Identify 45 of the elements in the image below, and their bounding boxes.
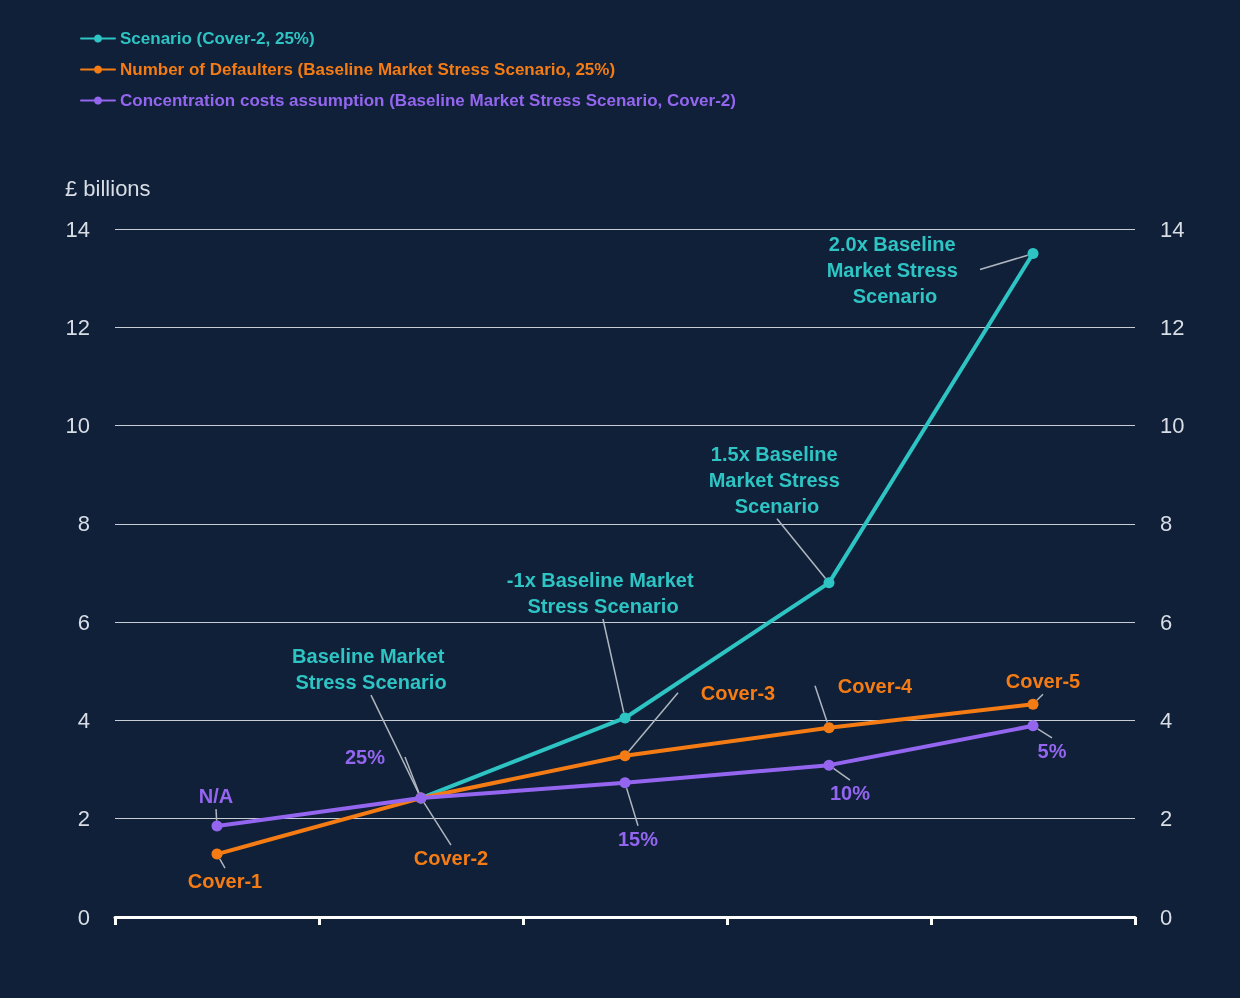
y-tick-label: 2 [77, 806, 90, 832]
data-label: Baseline Market Stress Scenario [292, 645, 450, 694]
y-tick-label: 6 [77, 609, 90, 635]
y2-tick-label: 6 [1160, 609, 1173, 635]
y-tick-label: 12 [65, 314, 90, 340]
y-axis-title: £ billions [65, 175, 151, 201]
y2-tick-label: 8 [1160, 511, 1173, 537]
annotation: 15% [617, 827, 659, 850]
point [619, 750, 631, 762]
point [1027, 248, 1039, 260]
data-label: -1x Baseline Market Stress Scenario [506, 568, 700, 617]
legend-label: Scenario (Cover-2, 25%) [120, 29, 315, 48]
y-tick-label: 10 [65, 413, 90, 439]
point [211, 848, 223, 860]
point [823, 759, 835, 771]
y2-tick-label: 14 [1160, 216, 1185, 242]
legend-label: Concentration costs assumption (Baseline Market Stress Scenario, Cover-2) [120, 91, 736, 110]
y2-tick-label: 2 [1160, 806, 1173, 832]
point [1027, 720, 1039, 732]
legend-label: Number of Defaulters (Baseline Market Stress Scenario, 25%) [120, 60, 616, 79]
data-label: 2.0x Baseline Market Stress Scenario [826, 232, 964, 307]
point [619, 712, 631, 724]
y-tick-label: 0 [77, 904, 90, 930]
point [1027, 698, 1039, 710]
annotation: 25% [344, 746, 386, 769]
y2-tick-label: 10 [1160, 413, 1185, 439]
y2-tick-label: 4 [1160, 707, 1173, 733]
data-label: Cover-2 [413, 847, 489, 870]
data-label: Cover-4 [837, 674, 914, 697]
point [823, 722, 835, 734]
data-label: Cover-1 [187, 870, 263, 893]
data-label: Cover-5 [1005, 670, 1081, 693]
data-label: 1.5x Baseline Market Stress Scenario [708, 442, 846, 517]
y2-tick-label: 0 [1160, 904, 1173, 930]
data-label: Cover-3 [700, 681, 776, 704]
y-tick-label: 14 [65, 216, 90, 242]
y2-tick-label: 12 [1160, 314, 1185, 340]
annotation: 10% [829, 782, 871, 805]
y-tick-label: 8 [77, 511, 90, 537]
annotation: 5% [1037, 739, 1067, 762]
point [823, 577, 835, 589]
point [619, 777, 631, 789]
point [211, 820, 223, 832]
annotation: N/A [198, 785, 234, 808]
y-tick-label: 4 [77, 707, 90, 733]
